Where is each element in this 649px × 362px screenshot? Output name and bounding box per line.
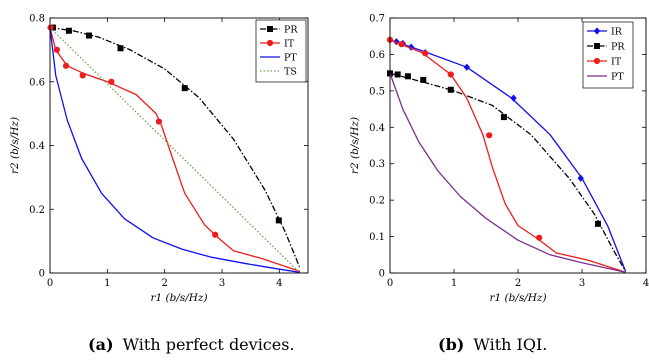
chart-b-legend-label-pt: PT <box>611 72 624 83</box>
chart-b-series-pr-point <box>595 220 601 227</box>
chart-a-series-pr-point <box>275 217 282 224</box>
chart-a-legend-box <box>255 19 307 83</box>
chart-b-y-tick-label: 0 <box>379 269 385 280</box>
chart-b-y-tick-label: 0.4 <box>369 123 385 134</box>
chart-b-series-line-ir <box>389 39 627 272</box>
caption-b-text: With IQI. <box>473 335 547 354</box>
caption-b: (b) With IQI. <box>438 335 547 354</box>
chart-b-x-tick-label: 2 <box>515 278 521 289</box>
chart-a-series-it-point <box>62 62 70 69</box>
chart-a-legend: PR IT PT TS <box>255 19 307 83</box>
chart-b-y-tick-label: 0.1 <box>369 232 385 243</box>
chart-b-series-ir-point <box>577 174 584 182</box>
chart-b-legend-label-ir: IR <box>611 27 623 38</box>
chart-b-series-it-point <box>398 41 405 48</box>
chart-b-series-it-point <box>536 234 543 241</box>
chart-b-series-it-point <box>447 71 454 78</box>
chart-a-series-it-point <box>79 72 86 79</box>
chart-a-series-it-point <box>108 78 115 85</box>
chart-a-legend-marker-pr <box>267 26 273 32</box>
chart-b-series-line-it <box>389 39 626 273</box>
chart-b-legend-label-it: IT <box>611 57 622 68</box>
chart-b-y-tick-label: 0.3 <box>369 159 385 170</box>
chart-a-series-pr-point <box>181 85 188 92</box>
caption-a: (a) With perfect devices. <box>88 335 295 354</box>
chart-b-y-tick-label: 0.2 <box>369 196 385 207</box>
chart-a-x-tick-label: 1 <box>104 278 110 289</box>
chart-a-legend-label-pt: PT <box>284 53 297 64</box>
chart-a-x-tick-label: 0 <box>47 278 53 289</box>
chart-b-legend-box <box>582 21 634 89</box>
chart-a-series-line-pr <box>49 26 301 267</box>
chart-b-series-pr-point <box>420 76 427 83</box>
chart-b-series-pr-point <box>404 73 411 80</box>
chart-a-legend-label-pr: PR <box>284 25 298 36</box>
chart-a-x-axis-label: r1 (b/s/Hz) <box>150 292 207 304</box>
chart-b-series-pr-point <box>394 71 401 78</box>
chart-a-series-it-point <box>212 231 219 238</box>
chart-b-legend: IR PR IT PT <box>582 21 634 89</box>
chart-a-y-tick-label: 0.4 <box>29 141 45 152</box>
chart-b-series-ir-point <box>393 38 400 46</box>
chart-a-series-line-ts <box>49 27 301 274</box>
chart-a-series-pr-point <box>65 27 72 34</box>
chart-a-series-it-point <box>53 46 60 53</box>
chart-b-y-tick-label: 0.5 <box>369 86 385 97</box>
chart-b-series-pr-point <box>447 86 454 93</box>
chart-b-legend-marker-ir <box>593 27 601 35</box>
chart-a-legend-marker-it <box>266 39 274 47</box>
chart-b-y-tick-label: 0.6 <box>369 50 385 61</box>
caption-a-label: (a) <box>88 335 114 354</box>
chart-a-x-tick-label: 3 <box>219 278 225 289</box>
chart-b-x-tick-label: 0 <box>387 278 393 289</box>
chart-b-legend-marker-it <box>593 57 601 65</box>
chart-b-x-tick-label: 4 <box>643 278 649 289</box>
chart-b-series-it-point <box>422 50 429 57</box>
chart-a-series-pr-point <box>85 32 92 39</box>
chart-b-series-ir-point <box>463 63 470 71</box>
chart-a-series-pr-point <box>117 45 124 52</box>
chart-a-y-tick-label: 0 <box>39 269 45 280</box>
chart-b-series-pr-point <box>500 114 507 121</box>
caption-b-label: (b) <box>438 335 464 354</box>
chart-b-x-axis-label: r1 (b/s/Hz) <box>489 292 546 304</box>
chart-b-iqi: 0 1 2 3 4 0 0.1 0.2 0.3 0.4 0.5 0.6 0.7 r1 (b/s/Hz) r2… <box>349 14 649 305</box>
chart-a-perfect-devices: 0 1 2 3 4 0 0.2 0.4 0.6 0.8 r1 (b/s/Hz) r2 (b/s/Hz)… <box>9 14 309 304</box>
chart-b-x-tick-label: 3 <box>579 278 585 289</box>
chart-b-series-ir-point <box>407 43 415 51</box>
chart-a-y-tick-label: 0.6 <box>29 77 45 88</box>
chart-b-series-line-pt <box>389 73 626 273</box>
chart-b-legend-marker-pr <box>594 43 600 49</box>
chart-a-x-tick-label: 2 <box>161 278 167 289</box>
chart-a-series-line-it <box>49 27 301 273</box>
caption-a-text: With perfect devices. <box>123 335 295 354</box>
chart-a-legend-label-ts: TS <box>284 67 297 78</box>
chart-a-x-tick-label: 4 <box>276 278 282 289</box>
chart-a-series-line-pt <box>49 27 301 274</box>
chart-b-series-line-pr <box>389 72 627 272</box>
chart-b-series-it-point <box>486 132 493 139</box>
chart-a-y-tick-label: 0.8 <box>29 14 45 25</box>
chart-a-y-tick-label: 0.2 <box>29 205 45 216</box>
chart-b-legend-label-pr: PR <box>611 42 625 53</box>
chart-b-series-ir-point <box>510 94 517 102</box>
chart-a-legend-label-it: IT <box>284 39 295 50</box>
chart-b-y-axis-label: r2 (b/s/Hz) <box>349 117 361 174</box>
chart-b-y-tick-label: 0.7 <box>369 14 385 25</box>
chart-a-series-it-point <box>155 118 163 125</box>
chart-a-y-axis-label: r2 (b/s/Hz) <box>9 117 21 174</box>
chart-b-x-tick-label: 1 <box>451 278 457 289</box>
